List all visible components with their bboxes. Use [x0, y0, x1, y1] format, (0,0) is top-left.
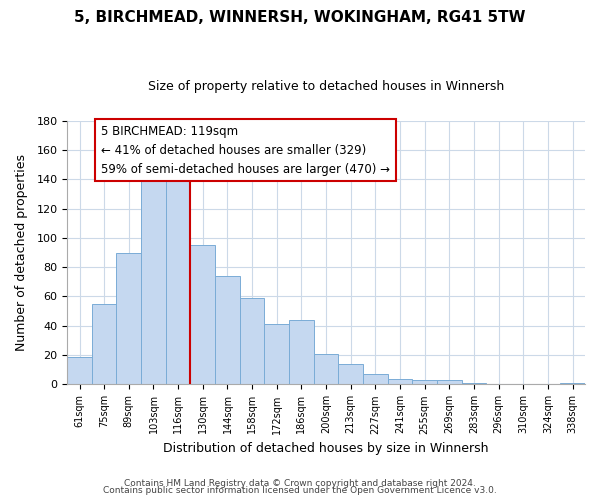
Bar — [363, 374, 388, 384]
Bar — [338, 364, 363, 384]
Bar — [412, 380, 437, 384]
Text: 5, BIRCHMEAD, WINNERSH, WOKINGHAM, RG41 5TW: 5, BIRCHMEAD, WINNERSH, WOKINGHAM, RG41 … — [74, 10, 526, 25]
Text: Contains public sector information licensed under the Open Government Licence v3: Contains public sector information licen… — [103, 486, 497, 495]
Bar — [437, 380, 462, 384]
Bar — [388, 378, 412, 384]
Text: Contains HM Land Registry data © Crown copyright and database right 2024.: Contains HM Land Registry data © Crown c… — [124, 478, 476, 488]
Bar — [67, 356, 92, 384]
Bar — [141, 180, 166, 384]
Bar — [265, 324, 289, 384]
Bar — [240, 298, 265, 384]
Title: Size of property relative to detached houses in Winnersh: Size of property relative to detached ho… — [148, 80, 504, 93]
Bar — [314, 354, 338, 384]
Bar — [166, 178, 190, 384]
Y-axis label: Number of detached properties: Number of detached properties — [15, 154, 28, 351]
X-axis label: Distribution of detached houses by size in Winnersh: Distribution of detached houses by size … — [163, 442, 489, 455]
Bar — [116, 252, 141, 384]
Bar — [190, 245, 215, 384]
Bar — [462, 383, 487, 384]
Bar — [92, 304, 116, 384]
Text: 5 BIRCHMEAD: 119sqm
← 41% of detached houses are smaller (329)
59% of semi-detac: 5 BIRCHMEAD: 119sqm ← 41% of detached ho… — [101, 124, 390, 176]
Bar — [560, 383, 585, 384]
Bar — [215, 276, 240, 384]
Bar — [289, 320, 314, 384]
